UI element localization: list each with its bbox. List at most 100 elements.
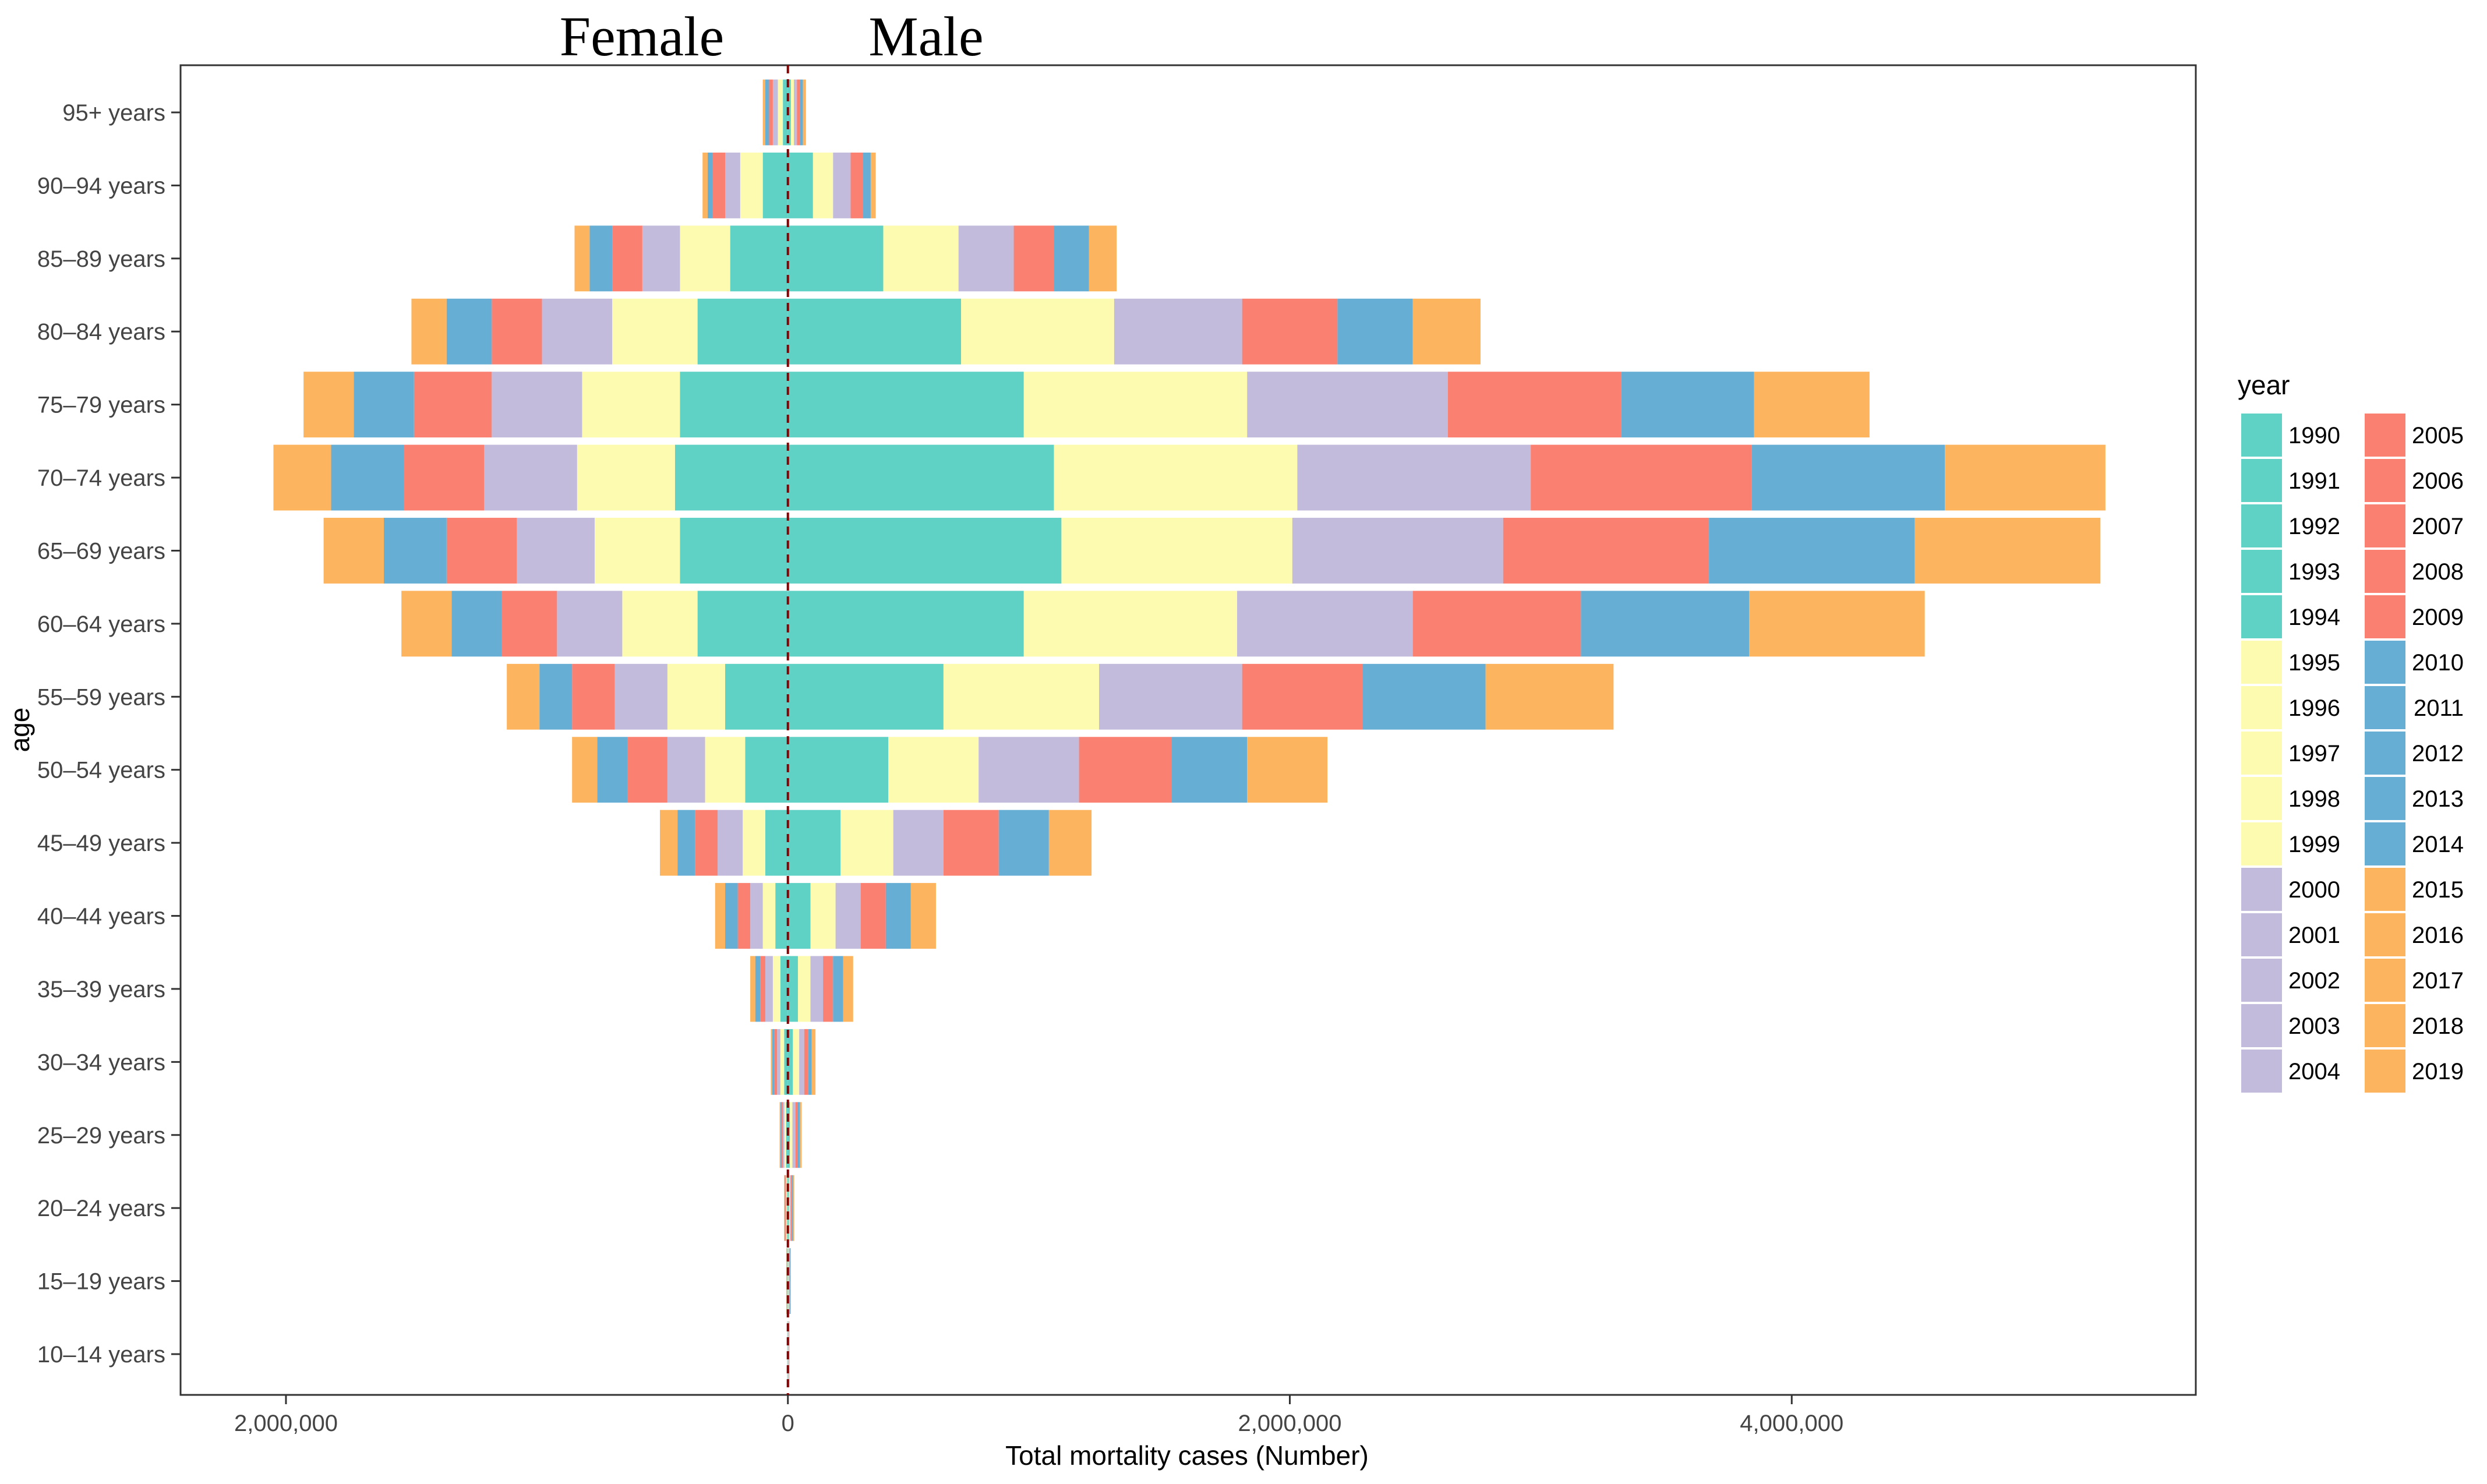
bar-male-85-89-years-2005-2009 [1013,225,1054,292]
bar-female-45-49-years-2005-2009 [695,810,718,876]
y-tick-label: 90–94 years [37,173,165,199]
bar-male-35-39-years-2010-2014 [833,956,843,1022]
legend-key-1995 [2241,641,2282,684]
bar-female-25-29-years-2005-2009 [781,1102,783,1168]
legend-key-2002 [2241,959,2282,1002]
legend-key-2000 [2241,868,2282,911]
bar-male-70-74-years-1995-1999 [1054,444,1298,511]
legend-label-1993: 1993 [2288,559,2340,585]
y-tick-label: 80–84 years [37,319,165,345]
bar-male-85-89-years-1995-1999 [883,225,959,292]
legend-key-2001 [2241,913,2282,956]
bar-female-90-94-years-2015-2019 [702,152,708,218]
bar-male-90-94-years-2000-2004 [833,152,851,218]
bar-female-60-64-years-1990-1994 [697,591,788,657]
bar-female-90-94-years-2000-2004 [725,152,740,218]
bar-female-70-74-years-2010-2014 [331,444,404,511]
bar-female-65-69-years-1990-1994 [680,518,788,584]
bar-female-80-84-years-2010-2014 [446,298,492,365]
bar-female-35-39-years-1995-1999 [772,956,780,1022]
bar-male-35-39-years-1990-1994 [787,956,798,1022]
legend-key-2010 [2365,641,2405,684]
bar-male-55-59-years-1990-1994 [787,663,944,730]
legend-label-2001: 2001 [2288,923,2340,948]
bar-male-50-54-years-1995-1999 [888,737,979,803]
bar-male-65-69-years-2010-2014 [1709,518,1915,584]
legend-label-2003: 2003 [2288,1013,2340,1039]
bar-female-65-69-years-2010-2014 [384,518,447,584]
bar-male-25-29-years-2010-2014 [797,1102,800,1168]
y-tick-label: 50–54 years [37,758,165,783]
bar-female-85-89-years-1995-1999 [680,225,730,292]
bar-female-50-54-years-2000-2004 [667,737,705,803]
legend-label-2002: 2002 [2288,968,2340,994]
legend-label-2013: 2013 [2412,786,2464,812]
x-tick-label: 2,000,000 [1238,1411,1342,1436]
legend-label-2010: 2010 [2412,650,2464,676]
legend-key-2013 [2365,777,2405,820]
legend-key-2017 [2365,959,2405,1002]
y-tick-label: 85–89 years [37,246,165,272]
bar-female-70-74-years-2005-2009 [404,444,485,511]
legend: year 1990 1991 1992 1993 1994 1995 1996 1997 199… [2238,370,2464,1093]
bar-female-75-79-years-2005-2009 [414,372,492,438]
bar-female-60-64-years-2000-2004 [557,591,623,657]
male-side-label: Male [868,5,983,68]
legend-label-1990: 1990 [2288,423,2340,448]
legend-key-2004 [2241,1050,2282,1093]
bar-female-35-39-years-2010-2014 [755,956,761,1022]
bar-female-30-34-years-2015-2019 [771,1029,773,1095]
legend-key-2014 [2365,822,2405,865]
bar-female-70-74-years-2000-2004 [484,444,577,511]
legend-label-1994: 1994 [2288,605,2340,630]
legend-label-2015: 2015 [2412,877,2464,903]
y-tick-label: 60–64 years [37,612,165,637]
bar-male-65-69-years-2015-2019 [1914,518,2101,584]
bar-female-90-94-years-2005-2009 [712,152,726,218]
y-tick-label: 10–14 years [37,1342,165,1368]
bar-female-95-years-2005-2009 [769,79,773,146]
legend-label-2007: 2007 [2412,514,2464,539]
bar-male-20-24-years-1995-1999 [789,1175,790,1241]
bar-female-75-79-years-1990-1994 [680,372,788,438]
bar-male-60-64-years-2015-2019 [1749,591,1925,657]
y-tick-label: 70–74 years [37,465,165,491]
legend-label-2005: 2005 [2412,423,2464,448]
bar-male-55-59-years-2005-2009 [1242,663,1363,730]
bar-female-60-64-years-1995-1999 [622,591,698,657]
bar-male-95-years-2005-2009 [797,79,800,146]
legend-label-1995: 1995 [2288,650,2340,676]
bar-male-50-54-years-2015-2019 [1247,737,1328,803]
bar-female-45-49-years-2015-2019 [659,810,678,876]
legend-key-2015 [2365,868,2405,911]
legend-label-1999: 1999 [2288,832,2340,857]
bar-female-50-54-years-2015-2019 [572,737,598,803]
bar-male-90-94-years-2015-2019 [870,152,876,218]
bar-female-95-years-1995-1999 [778,79,783,146]
female-side-label: Female [560,5,725,68]
bar-male-40-44-years-2000-2004 [835,883,861,949]
bar-male-35-39-years-2015-2019 [843,956,853,1022]
bar-female-85-89-years-2015-2019 [574,225,590,292]
bar-male-95-years-1990-1994 [787,79,791,146]
bar-female-70-74-years-2015-2019 [273,444,331,511]
bar-male-90-94-years-1990-1994 [787,152,813,218]
bar-female-55-59-years-2000-2004 [614,663,667,730]
bar-female-95-years-2015-2019 [762,79,765,146]
bar-male-80-84-years-2015-2019 [1412,298,1481,365]
legend-key-1993 [2241,550,2282,593]
legend-key-2003 [2241,1004,2282,1047]
bar-male-55-59-years-1995-1999 [943,663,1100,730]
bar-male-90-94-years-2005-2009 [850,152,864,218]
bar-male-50-54-years-2005-2009 [1079,737,1172,803]
bar-male-75-79-years-2005-2009 [1447,372,1622,438]
bar-female-65-69-years-1995-1999 [594,518,680,584]
bar-female-65-69-years-2005-2009 [446,518,517,584]
bar-female-50-54-years-1995-1999 [705,737,746,803]
bar-female-35-39-years-1990-1994 [780,956,788,1022]
bar-male-85-89-years-1990-1994 [787,225,884,292]
bar-male-15-19-years-2015-2019 [790,1248,791,1315]
bar-female-20-24-years-2005-2009 [785,1175,786,1241]
bar-female-90-94-years-1990-1994 [762,152,788,218]
legend-title: year [2238,370,2290,400]
